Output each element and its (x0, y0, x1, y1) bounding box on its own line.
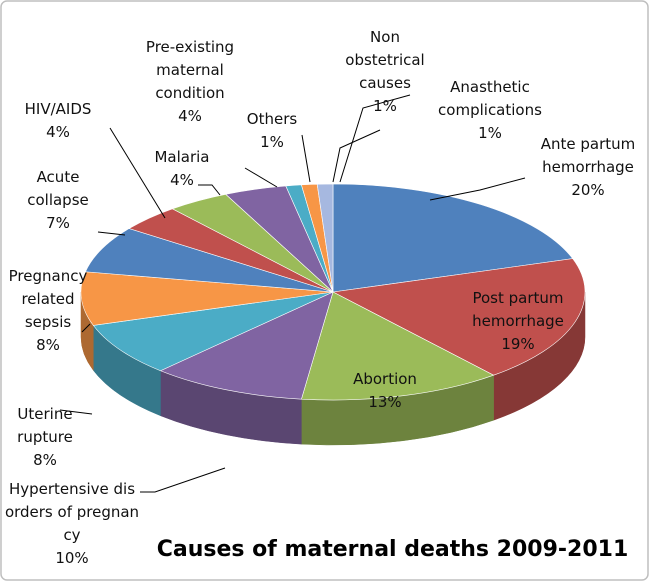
category-label: Post partum hemorrhage (472, 289, 564, 330)
value-label: 8% (33, 451, 57, 469)
leader-line (59, 409, 93, 415)
value-label: 1% (260, 133, 284, 151)
value-label: 1% (478, 124, 502, 142)
category-label: Pregnancy related sepsis (8, 267, 88, 331)
data-label: Pregnancy related sepsis 8% (3, 265, 93, 357)
chart-title: Causes of maternal deaths 2009-2011 (156, 537, 629, 562)
leader-line (109, 127, 166, 219)
slice (80, 271, 334, 326)
slice (159, 291, 334, 400)
value-label: 10% (55, 549, 89, 567)
value-label: 8% (36, 336, 60, 354)
category-label: Non obstetrical causes (345, 28, 425, 92)
slice-sides (80, 291, 586, 446)
leader-line (97, 231, 126, 236)
data-label: Hypertensive disorders of pregnancy 10% (5, 478, 140, 570)
value-label: 7% (46, 214, 70, 232)
data-label: Non obstetrical causes 1% (338, 26, 433, 118)
value-label: 4% (46, 123, 70, 141)
category-label: Hypertensive disorders of pregnancy (4, 480, 140, 544)
value-label: 13% (368, 393, 402, 411)
data-label: Anasthetic complications 1% (433, 76, 548, 145)
leader-line (332, 129, 381, 183)
data-label: HIV/AIDS 4% (18, 98, 98, 144)
category-label: Others (246, 110, 298, 128)
slice (92, 291, 334, 372)
leader-line (244, 167, 278, 188)
value-label: 19% (501, 335, 535, 353)
category-label: Abortion (353, 370, 417, 388)
data-label: Abortion 13% (335, 368, 435, 414)
category-label: Pre-existing maternal condition (145, 38, 235, 102)
slice (316, 183, 334, 293)
leader-line (81, 323, 91, 333)
slice (301, 291, 495, 401)
data-label: Acute collapse 7% (21, 166, 96, 235)
data-label: Ante partum hemorrhage 20% (529, 133, 647, 202)
category-label: Anasthetic complications (438, 78, 542, 119)
slice (332, 258, 586, 376)
slices (80, 183, 586, 446)
value-label: 4% (178, 107, 202, 125)
category-label: HIV/AIDS (24, 100, 92, 118)
category-label: Uterine rupture (17, 405, 73, 446)
value-label: 1% (373, 97, 397, 115)
data-label: Malaria 4% (147, 146, 217, 192)
leader-line (198, 184, 221, 196)
leader-line (140, 467, 226, 493)
leader-lines (59, 94, 526, 493)
leader-line (301, 134, 311, 183)
category-label: Malaria (154, 148, 210, 166)
category-label: Ante partum hemorrhage (540, 135, 636, 176)
data-label: Others 1% (242, 108, 302, 154)
category-label: Acute collapse (27, 168, 89, 209)
value-label: 20% (571, 181, 605, 199)
data-label: Uterine rupture 8% (8, 403, 83, 472)
leader-line (429, 177, 526, 201)
data-label: Post partum hemorrhage 19% (458, 287, 578, 356)
slice (85, 228, 334, 293)
value-label: 4% (170, 171, 194, 189)
slice-tops (80, 183, 586, 401)
slice (332, 183, 574, 293)
data-label: Pre-existing maternal condition 4% (123, 36, 258, 128)
leader-line (339, 94, 411, 183)
